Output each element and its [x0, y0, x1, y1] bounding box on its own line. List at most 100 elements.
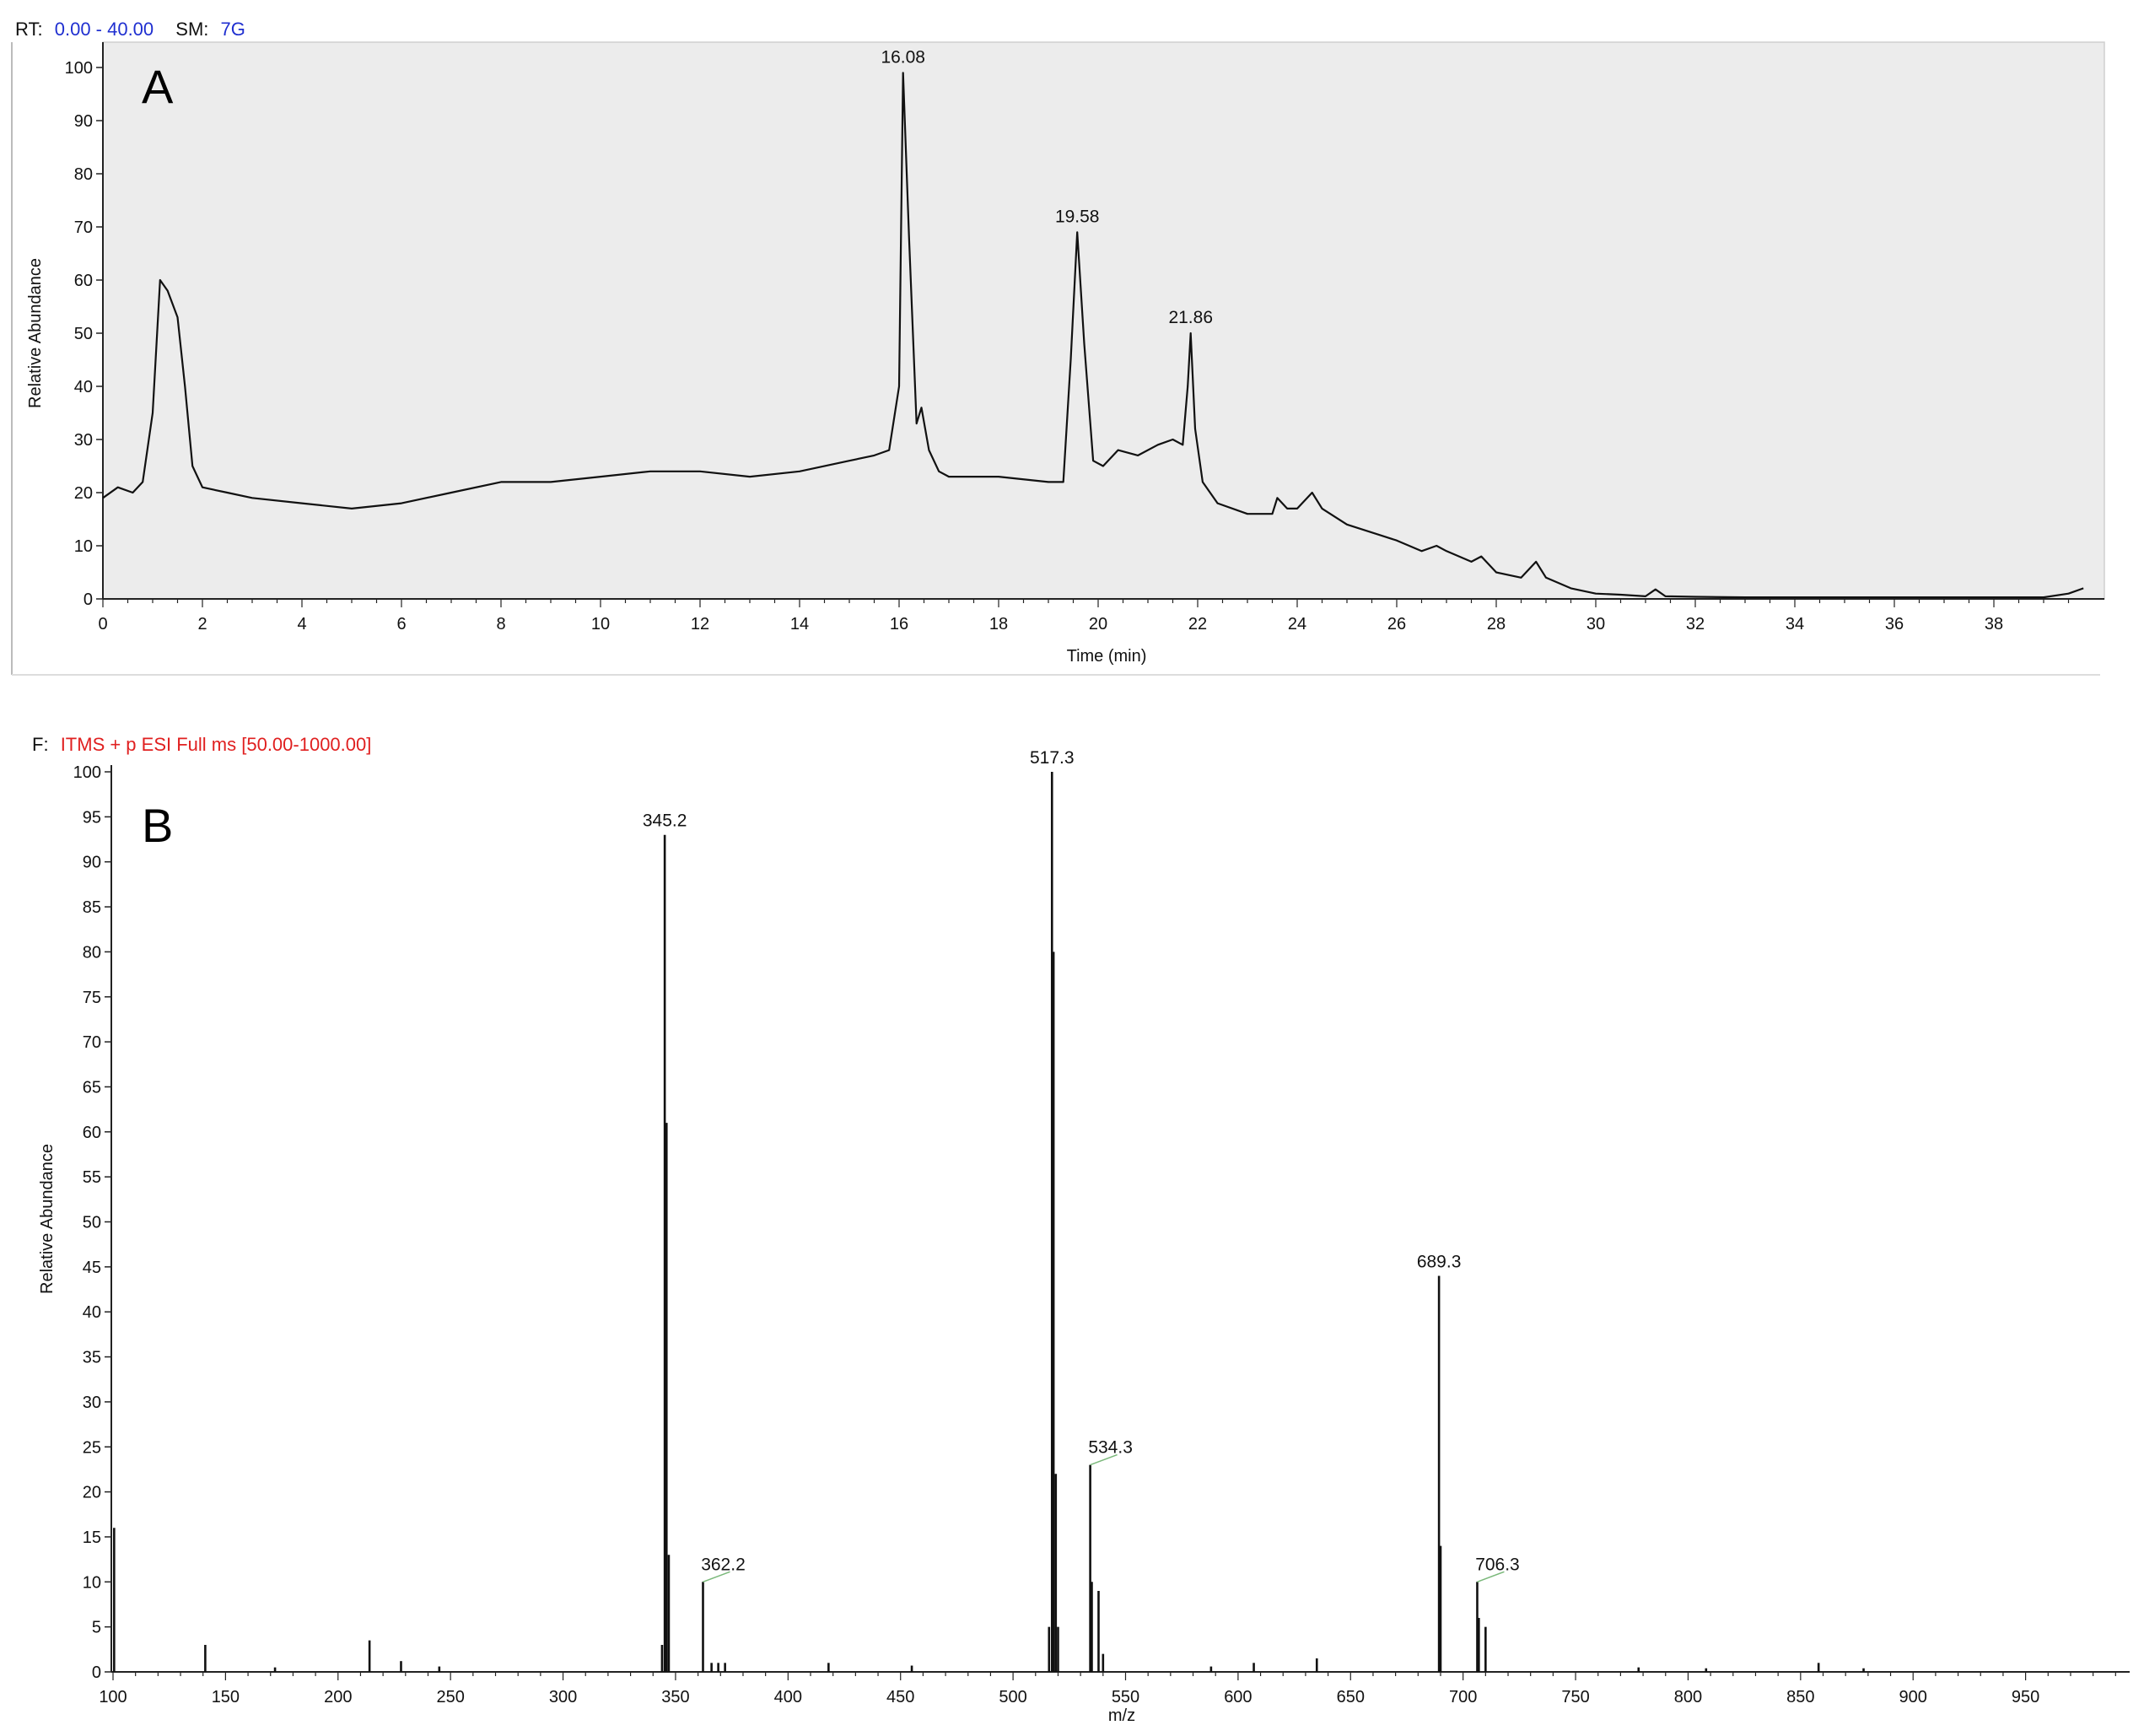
- peak-label: 706.3: [1475, 1555, 1520, 1574]
- chart-b-x-tick-label: 250: [436, 1688, 464, 1706]
- chart-a-y-tick-label: 30: [74, 431, 93, 450]
- chart-b-y-tick-label: 45: [83, 1259, 101, 1277]
- chart-a-x-tick-label: 4: [297, 615, 306, 633]
- peak-label: 21.86: [1168, 308, 1213, 327]
- chart-b-y-tick-label: 5: [92, 1619, 101, 1637]
- chart-b-x-tick-label: 600: [1224, 1688, 1252, 1706]
- chart-a-x-tick-label: 34: [1786, 615, 1804, 633]
- chart-b-y-tick-label: 15: [83, 1528, 101, 1547]
- chart-b-y-tick-label: 40: [83, 1303, 101, 1322]
- peak-label-leader: [703, 1571, 730, 1583]
- filter-prefix: F:: [32, 734, 49, 755]
- chart-a-x-tick-label: 6: [396, 615, 406, 633]
- chart-b-x-tick-label: 950: [2012, 1688, 2039, 1706]
- chart-b-panel-label: B: [142, 799, 173, 852]
- rt-value: 0.00 - 40.00: [55, 19, 154, 40]
- chart-b-x-tick-label: 650: [1337, 1688, 1365, 1706]
- chart-b-x-tick-label: 150: [212, 1688, 240, 1706]
- chart-a-y-tick-label: 0: [83, 590, 93, 609]
- rt-prefix: RT:: [15, 19, 43, 40]
- chart-b-x-tick-label: 400: [774, 1688, 802, 1706]
- chart-a-plot-area: [102, 41, 2105, 600]
- chart-a-y-tick-label: 10: [74, 537, 93, 556]
- chromatogram-trace: [102, 72, 2084, 599]
- chart-a-panel-label: A: [142, 60, 174, 113]
- chart-b-y-tick-label: 75: [83, 989, 101, 1007]
- chart-a-x-tick-label: 18: [989, 615, 1008, 633]
- chart-a-x-tick-label: 26: [1387, 615, 1406, 633]
- chart-b-y-tick-label: 50: [83, 1214, 101, 1232]
- chart-b-y-tick-label: 100: [73, 763, 101, 782]
- chart-b-x-tick-label: 100: [99, 1688, 127, 1706]
- chart-b-x-tick-label: 700: [1449, 1688, 1477, 1706]
- chart-a-x-tick-label: 0: [98, 615, 107, 633]
- chart-b-y-tick-label: 10: [83, 1573, 101, 1592]
- peak-label: 19.58: [1055, 207, 1100, 226]
- chart-a-x-tick-label: 36: [1885, 615, 1904, 633]
- chart-a-x-tick-label: 20: [1089, 615, 1107, 633]
- chart-a-x-tick-label: 22: [1188, 615, 1207, 633]
- chart-b-y-tick-label: 20: [83, 1484, 101, 1502]
- chart-a-x-tick-label: 16: [890, 615, 908, 633]
- chart-a-y-tick-label: 50: [74, 325, 93, 343]
- chart-b-x-tick-label: 800: [1674, 1688, 1702, 1706]
- chart-b-x-tick-label: 500: [999, 1688, 1026, 1706]
- chart-b-y-tick-label: 65: [83, 1078, 101, 1097]
- sm-prefix: SM:: [175, 19, 208, 40]
- chart-b-x-tick-label: 750: [1561, 1688, 1589, 1706]
- peak-label: 534.3: [1088, 1438, 1133, 1458]
- chart-a-xlabel: Time (min): [1067, 647, 1147, 666]
- chart-a-x-tick-label: 2: [197, 615, 207, 633]
- chart-a-y-tick-label: 80: [74, 165, 93, 184]
- chart-b-x-tick-label: 200: [324, 1688, 352, 1706]
- peak-label: 689.3: [1417, 1253, 1462, 1272]
- chart-a-x-tick-label: 24: [1288, 615, 1306, 633]
- chart-b-y-tick-label: 95: [83, 808, 101, 827]
- chart-a-header: RT: 0.00 - 40.00 SM: 7G: [15, 19, 245, 40]
- chart-b-ylabel: Relative Abundance: [38, 1144, 57, 1294]
- chart-b-header: F: ITMS + p ESI Full ms [50.00-1000.00]: [32, 734, 371, 755]
- chart-b-x-tick-label: 350: [661, 1688, 689, 1706]
- chart-a-y-tick-label: 20: [74, 484, 93, 503]
- chart-b: 0 5 10 15 20 25 30 35 40 45 50 55 60 65 70 75 80 85 90 95 10…: [73, 748, 2130, 1706]
- peak-label-leader: [1090, 1453, 1118, 1466]
- filter-value: ITMS + p ESI Full ms [50.00-1000.00]: [61, 734, 372, 755]
- chart-b-x-tick-label: 300: [549, 1688, 577, 1706]
- peak-label: 16.08: [881, 47, 925, 67]
- chart-a-ylabel: Relative Abundance: [26, 258, 45, 408]
- chart-b-y-tick-label: 60: [83, 1124, 101, 1142]
- chart-b-x-tick-label: 550: [1112, 1688, 1139, 1706]
- chart-a-x-tick-label: 30: [1586, 615, 1605, 633]
- chart-a-x-tick-label: 8: [496, 615, 505, 633]
- chart-a-y-tick-label: 40: [74, 378, 93, 396]
- chart-a-y-tick-label: 60: [74, 272, 93, 290]
- chart-a-y-tick-label: 90: [74, 112, 93, 131]
- chart-b-x-tick-label: 450: [886, 1688, 914, 1706]
- chart-b-y-tick-label: 70: [83, 1033, 101, 1052]
- chart-a-y-tick-label: 100: [65, 59, 93, 78]
- chart-b-y-tick-label: 35: [83, 1349, 101, 1367]
- chart-a-x-tick-label: 28: [1487, 615, 1506, 633]
- peak-label: 362.2: [701, 1555, 746, 1574]
- chart-b-xlabel: m/z: [1108, 1706, 1135, 1725]
- chart-b-x-tick-label: 850: [1786, 1688, 1814, 1706]
- chart-b-y-tick-label: 90: [83, 854, 101, 872]
- chart-b-y-tick-label: 0: [92, 1663, 101, 1682]
- chart-b-x-tick-label: 900: [1899, 1688, 1927, 1706]
- chart-b-y-tick-label: 80: [83, 943, 101, 962]
- chart-a-x-tick-label: 12: [691, 615, 709, 633]
- chart-b-y-tick-label: 30: [83, 1394, 101, 1412]
- chart-a-x-tick-label: 14: [790, 615, 809, 633]
- peak-label-leader: [1477, 1571, 1505, 1583]
- chart-a-x-tick-label: 10: [591, 615, 610, 633]
- chart-b-y-tick-label: 25: [83, 1438, 101, 1457]
- chart-b-y-tick-label: 85: [83, 898, 101, 917]
- chart-a-x-tick-label: 38: [1985, 615, 2003, 633]
- chart-a-y-tick-label: 70: [74, 218, 93, 237]
- sm-value: 7G: [221, 19, 245, 40]
- chart-b-y-tick-label: 55: [83, 1168, 101, 1187]
- chart-a-x-tick-label: 32: [1686, 615, 1705, 633]
- peak-label: 517.3: [1030, 748, 1075, 768]
